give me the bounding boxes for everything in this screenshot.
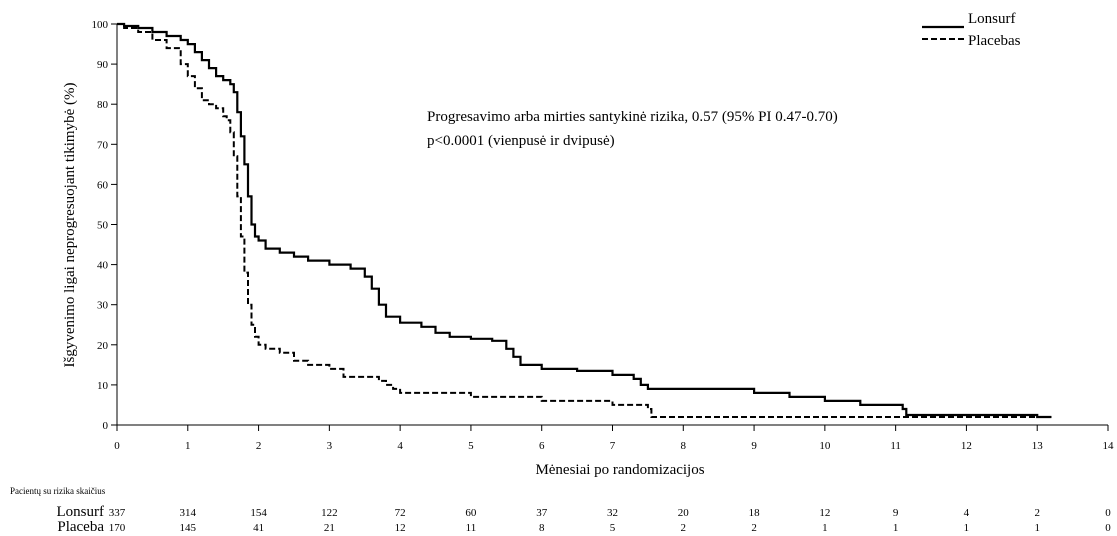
- risk-cell: 122: [321, 507, 338, 519]
- risk-cell: 5: [610, 522, 616, 534]
- risk-cell: 2: [751, 522, 757, 534]
- risk-cell: 18: [749, 507, 761, 519]
- x-tick-label: 9: [751, 440, 757, 452]
- legend-lonsurf-label: Lonsurf: [968, 11, 1016, 27]
- x-tick-label: 13: [1032, 440, 1044, 452]
- risk-cell: 1: [893, 522, 899, 534]
- risk-cell: 0: [1105, 522, 1111, 534]
- x-tick-label: 1: [185, 440, 191, 452]
- y-tick-label: 20: [97, 340, 109, 352]
- y-tick-label: 10: [97, 380, 109, 392]
- risk-cell: 12: [819, 507, 830, 519]
- legend-placebas-label: Placebas: [968, 33, 1021, 49]
- y-tick-label: 80: [97, 99, 109, 111]
- risk-cell: 2: [681, 522, 687, 534]
- x-tick-label: 3: [327, 440, 333, 452]
- y-tick-label: 60: [97, 179, 109, 191]
- y-axis-label: Išgyvenimo ligai neprogresuojant tikimyb…: [62, 83, 78, 368]
- risk-cell: 1: [1034, 522, 1040, 534]
- x-tick-label: 0: [114, 440, 120, 452]
- series-lonsurf-line: [117, 22, 1052, 419]
- y-tick-label: 40: [97, 260, 109, 272]
- risk-cell: 21: [324, 522, 335, 534]
- x-tick-label: 7: [610, 440, 616, 452]
- y-tick-label: 30: [97, 300, 109, 312]
- x-tick-label: 11: [890, 440, 901, 452]
- risk-cell: 8: [539, 522, 545, 534]
- risk-cell: 0: [1105, 507, 1111, 519]
- risk-table-title: Pacientų su rizika skaičius: [10, 486, 106, 496]
- risk-cell: 314: [180, 507, 197, 519]
- legend: Lonsurf Placebas: [922, 11, 1021, 49]
- y-tick-label: 100: [92, 19, 109, 31]
- risk-cell: 1: [822, 522, 828, 534]
- y-tick-label: 70: [97, 139, 109, 151]
- y-tick-label: 50: [97, 220, 109, 232]
- x-tick-label: 14: [1103, 440, 1115, 452]
- y-tick-label: 90: [97, 59, 109, 71]
- risk-cell: 4: [964, 507, 970, 519]
- risk-cell: 170: [109, 522, 126, 534]
- x-axis-label: Mėnesiai po randomizacijos: [535, 462, 704, 478]
- y-ticks: 0 10 20 30 40 50 60 70 80 90 100: [92, 19, 117, 432]
- x-tick-label: 4: [397, 440, 403, 452]
- risk-cell: 154: [250, 507, 267, 519]
- x-ticks: 0 1 2 3 4 5 6 7 8 9 10 11 12 13 14: [114, 425, 1114, 452]
- x-tick-label: 2: [256, 440, 262, 452]
- risk-row-label-placeba: Placeba: [57, 519, 104, 535]
- y-tick-label: 0: [103, 420, 109, 432]
- risk-cell: 145: [180, 522, 197, 534]
- risk-cell: 20: [678, 507, 690, 519]
- risk-cell: 41: [253, 522, 264, 534]
- risk-cell: 337: [109, 507, 126, 519]
- series-placebas-line: [117, 23, 1052, 418]
- p-value-annotation: p<0.0001 (vienpusė ir dvipusė): [427, 133, 615, 149]
- risk-cell: 72: [395, 507, 406, 519]
- risk-cell: 37: [536, 507, 548, 519]
- x-tick-label: 8: [681, 440, 687, 452]
- x-tick-label: 12: [961, 440, 972, 452]
- risk-cell: 12: [395, 522, 406, 534]
- risk-cell: 9: [893, 507, 899, 519]
- x-tick-label: 10: [819, 440, 831, 452]
- hazard-ratio-annotation: Progresavimo arba mirties santykinė rizi…: [427, 109, 838, 125]
- risk-cell: 2: [1034, 507, 1040, 519]
- risk-cell: 32: [607, 507, 618, 519]
- risk-cell: 60: [465, 507, 477, 519]
- x-tick-label: 5: [468, 440, 474, 452]
- risk-cell: 11: [466, 522, 477, 534]
- risk-row-label-lonsurf: Lonsurf: [57, 504, 105, 520]
- risk-cell: 1: [964, 522, 970, 534]
- x-tick-label: 6: [539, 440, 545, 452]
